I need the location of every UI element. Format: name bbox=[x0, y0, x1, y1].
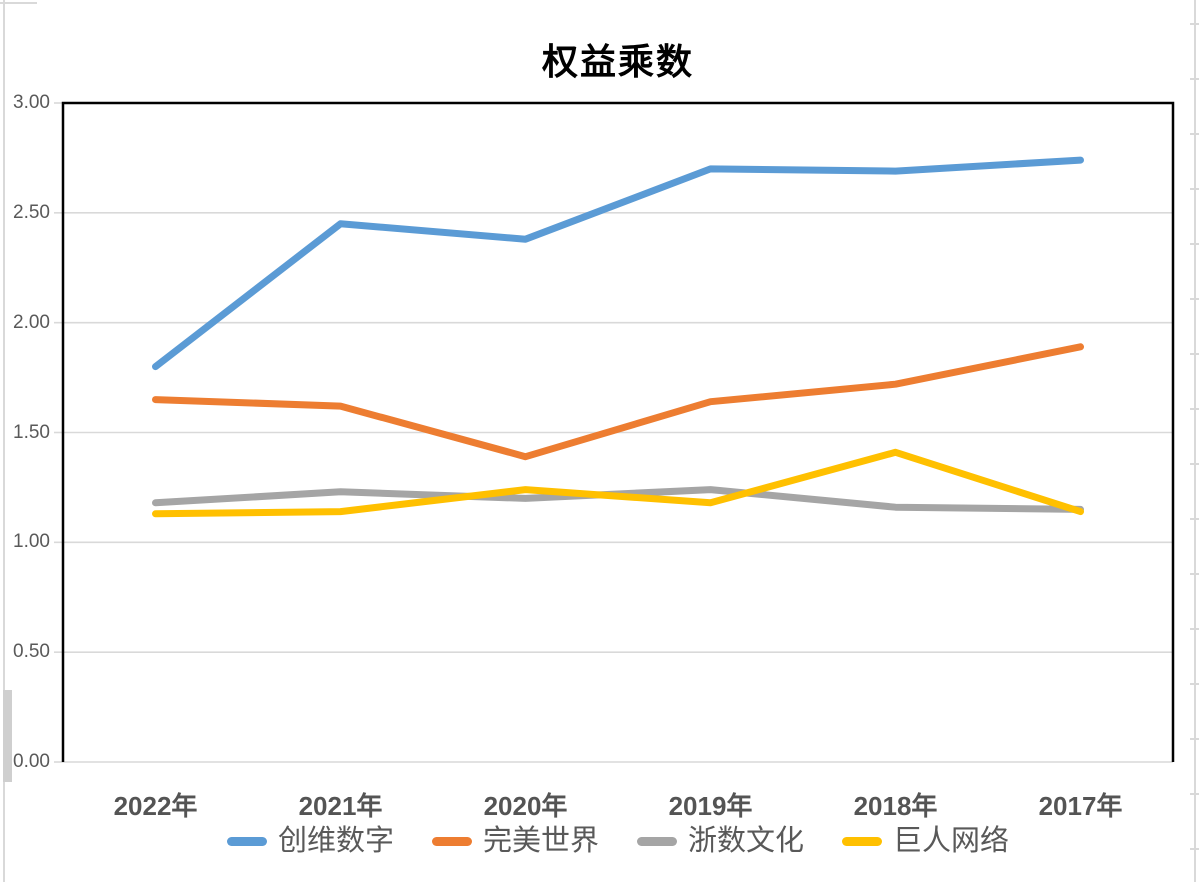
legend-label: 创维数字 bbox=[277, 825, 394, 857]
legend-item-3[interactable]: 巨人网络 bbox=[842, 824, 1009, 859]
legend-label: 浙数文化 bbox=[688, 825, 805, 857]
x-axis-tick-label: 2019年 bbox=[668, 791, 753, 821]
y-axis-tick-label: 0.00 bbox=[13, 751, 50, 772]
legend-item-1[interactable]: 完美世界 bbox=[431, 824, 599, 859]
series-line-0[interactable] bbox=[152, 156, 1084, 371]
plot-border bbox=[61, 101, 1175, 762]
worksheet-row-ticks bbox=[1190, 23, 1199, 882]
worksheet-gridline-left bbox=[3, 0, 5, 882]
legend-label: 完美世界 bbox=[482, 825, 599, 857]
worksheet-edge-bar bbox=[3, 690, 12, 782]
x-axis-tick-label: 2022年 bbox=[113, 791, 198, 821]
worksheet-gridline-top bbox=[0, 2, 37, 4]
x-axis-tick-label: 2020年 bbox=[483, 791, 568, 821]
legend-swatch-icon bbox=[637, 836, 677, 846]
y-axis-tick-label: 2.50 bbox=[13, 201, 50, 223]
y-axis-tick-label: 2.00 bbox=[13, 311, 50, 333]
legend-swatch-icon bbox=[431, 836, 472, 846]
series-line-3[interactable] bbox=[152, 448, 1084, 518]
legend: 创维数字 完美世界 浙数文化 巨人网络 bbox=[63, 824, 1173, 859]
legend-item-0[interactable]: 创维数字 bbox=[226, 824, 394, 859]
x-axis-tick-label: 2017年 bbox=[1038, 791, 1123, 821]
y-axis-tick-label: 1.00 bbox=[13, 531, 50, 553]
legend-label: 巨人网络 bbox=[893, 825, 1010, 857]
x-axis-tick-label: 2018年 bbox=[853, 791, 938, 821]
y-axis-tick-label: 0.50 bbox=[13, 641, 50, 663]
legend-item-2[interactable]: 浙数文化 bbox=[637, 824, 804, 859]
y-axis-tick-label: 3.00 bbox=[13, 92, 50, 113]
x-axis-tick-label: 2021年 bbox=[298, 791, 383, 821]
series-line-1[interactable] bbox=[152, 343, 1084, 461]
legend-swatch-icon bbox=[842, 836, 883, 846]
chart-title: 权益乘数 bbox=[541, 42, 694, 82]
y-axis-tick-label: 1.50 bbox=[13, 421, 50, 443]
legend-swatch-icon bbox=[226, 836, 267, 846]
